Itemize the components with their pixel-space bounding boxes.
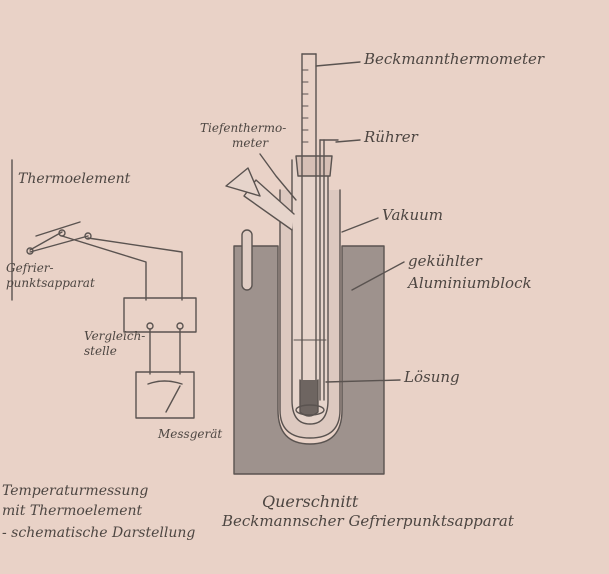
label-gefrierpunktsapparat-1: Gefrier-	[6, 261, 54, 275]
junction-dot-b	[84, 232, 92, 240]
meter-box	[135, 371, 195, 419]
label-tiefenthermometer-1: Tiefenthermo-	[200, 121, 287, 135]
thermocouple-wire-b	[29, 235, 89, 253]
stirrer-rod	[319, 139, 325, 401]
thermocouple-schematic	[11, 159, 197, 419]
junction-dot-c	[26, 247, 34, 255]
beckmann-thermometer-stem	[301, 53, 317, 381]
caption-left-line3: - schematische Darstellung	[2, 525, 196, 541]
label-vergleichsstelle-2: stelle	[84, 344, 117, 358]
caption-right-line2: Beckmannscher Gefrierpunktsapparat	[222, 512, 514, 530]
thermocouple-wire-a	[29, 231, 63, 251]
label-gekuehlter: gekühlter	[408, 252, 482, 270]
leader-tiefenthermometer	[259, 153, 297, 201]
label-aluminiumblock: Aluminiumblock	[408, 274, 532, 292]
caption-left-line2: mit Thermoelement	[2, 503, 143, 519]
caption-right-line1: Querschnitt	[262, 492, 359, 511]
leader-loesung	[325, 379, 401, 383]
reference-terminal-left	[146, 322, 154, 330]
reference-junction-box	[123, 297, 197, 333]
beckmann-apparatus	[225, 53, 405, 475]
label-ruehrer: Rührer	[364, 128, 418, 146]
leader-vakuum	[341, 217, 379, 233]
reference-terminal-right	[176, 322, 184, 330]
label-vergleichsstelle-1: Vergleich-	[84, 329, 146, 343]
wire-to-reference-left	[61, 235, 147, 301]
leader-aluminiumblock	[351, 261, 405, 291]
caption-left-line1: Temperaturmessung	[2, 483, 149, 499]
label-thermoelement: Thermoelement	[18, 171, 131, 187]
depth-thermometer	[241, 229, 253, 291]
thermometer-scale-ticks	[301, 69, 309, 143]
leader-beckmannthermometer	[315, 61, 361, 67]
label-vakuum: Vakuum	[382, 206, 444, 224]
label-gefrierpunktsapparat-2: punktsapparat	[6, 276, 95, 290]
meter-needle	[165, 385, 181, 413]
wire-to-reference-right	[87, 237, 183, 301]
label-beckmannthermometer: Beckmannthermometer	[364, 50, 545, 68]
inner-tube	[291, 159, 329, 425]
funnel	[225, 167, 261, 197]
thermometer-bulb	[299, 379, 319, 417]
meter-scale	[147, 380, 183, 385]
label-messgeraet: Messgerät	[158, 427, 223, 441]
leader-ruehrer	[335, 139, 361, 143]
thermocouple-wire-c	[35, 221, 81, 237]
label-tiefenthermometer-2: meter	[232, 136, 269, 150]
label-loesung: Lösung	[404, 368, 460, 386]
stirrer-ring	[295, 404, 325, 416]
aluminium-block	[233, 245, 385, 475]
